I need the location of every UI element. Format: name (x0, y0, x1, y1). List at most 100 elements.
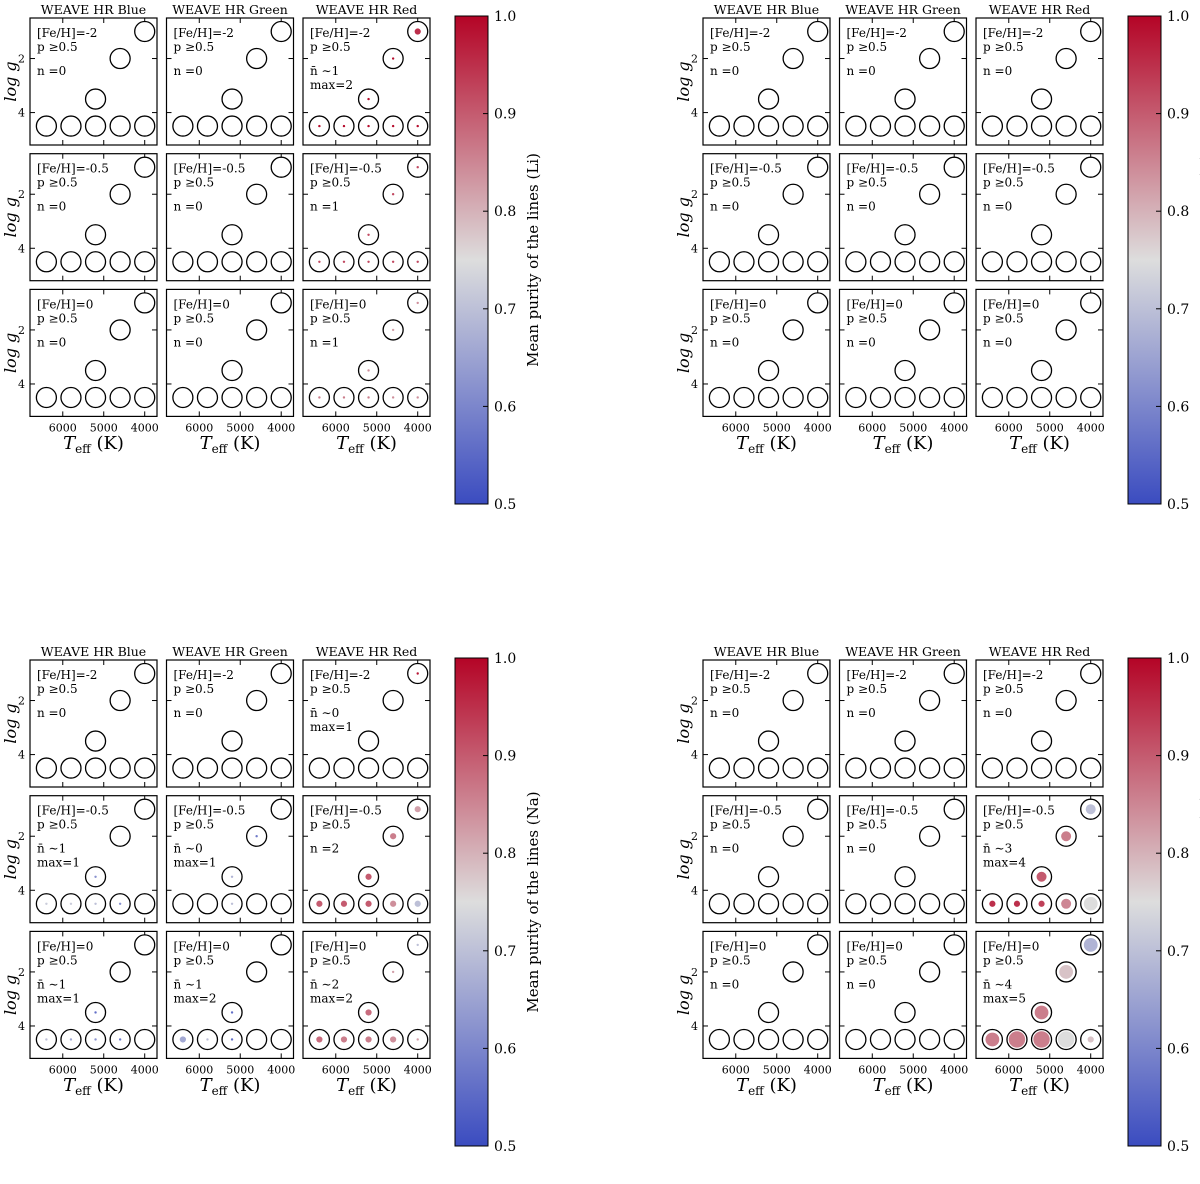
purity-dot (1061, 898, 1072, 909)
panel: [Fe/H]=-2p ≥0.5 n =0 (975, 659, 1104, 788)
panel: [Fe/H]=-2p ≥0.5 n =0 (975, 17, 1104, 146)
x-tick-label: 4000 (131, 421, 159, 434)
stellar-grid-marker (1006, 386, 1028, 409)
stellar-grid-marker (333, 757, 355, 779)
x-tick-label: 4000 (267, 1063, 295, 1076)
colorbar-label: Mean purity of the lines (Al) (1197, 795, 1200, 1010)
y-axis-label: log g (1, 61, 20, 101)
x-axis-label: Teff (K) (873, 433, 934, 456)
line-count-label: n =2 (310, 842, 339, 856)
line-count-label: n =0 (37, 706, 66, 720)
metallicity-label: [Fe/H]=-2 (847, 668, 907, 682)
stellar-grid-marker (134, 156, 156, 178)
colorbar-tick-label: 1.0 (494, 9, 516, 25)
x-tick-label: 4000 (404, 1063, 432, 1076)
stellar-grid-marker (869, 893, 892, 915)
purity-threshold-label: p ≥0.5 (37, 818, 78, 832)
metallicity-label: [Fe/H]=0 (174, 939, 230, 953)
colorbar-tick-label: 0.6 (494, 1041, 516, 1057)
stellar-grid-marker (1055, 319, 1077, 341)
colorbar: 0.5 0.6 0.7 0.8 0.9 1.0 Mean purity of the lin… (454, 9, 542, 513)
y-tick-label: 2 (691, 324, 698, 337)
x-tick-label: 5000 (90, 421, 118, 434)
line-count-label: n =0 (847, 335, 876, 349)
colorbar-label: Mean purity of the lines (Na) (524, 791, 542, 1012)
chart-n: WEAVE HR Blue WEAVE HR Green WEAVE HR Red l… (674, 2, 1200, 513)
stellar-grid-marker (270, 934, 292, 956)
stellar-grid-marker (782, 1028, 804, 1051)
purity-threshold-label: p ≥0.5 (310, 311, 351, 325)
stellar-grid-marker (109, 825, 131, 847)
stellar-grid-marker (35, 251, 58, 273)
metallicity-label: [Fe/H]=0 (37, 939, 93, 953)
column-title: WEAVE HR Blue (41, 2, 146, 17)
metallicity-label: [Fe/H]=0 (174, 297, 230, 311)
line-count-label: n =0 (983, 706, 1012, 720)
stellar-grid-marker (134, 662, 156, 685)
purity-dot (230, 1011, 234, 1014)
max-count-label: max=2 (174, 991, 217, 1005)
chart-al: WEAVE HR Blue WEAVE HR Green WEAVE HR Red l… (674, 644, 1200, 1155)
stellar-grid-marker (35, 115, 58, 137)
stellar-grid-marker (60, 251, 82, 273)
max-count-label: max=1 (37, 856, 80, 870)
purity-threshold-label: p ≥0.5 (983, 818, 1024, 832)
y-tick-label: 4 (691, 378, 698, 391)
stellar-grid-marker (757, 88, 780, 110)
purity-dot (365, 873, 372, 880)
metallicity-label: [Fe/H]=-2 (310, 26, 370, 40)
purity-threshold-label: p ≥0.5 (710, 176, 751, 190)
colorbar-gradient (454, 657, 489, 1147)
stellar-grid-marker (733, 757, 755, 779)
stellar-grid-marker (782, 825, 804, 847)
stellar-grid-marker (894, 730, 916, 752)
stellar-grid-marker (708, 251, 731, 273)
colorbar-label: Mean purity of the lines (N) (1197, 154, 1200, 366)
stellar-grid-marker (807, 156, 829, 178)
panel-frame (702, 930, 831, 1060)
stellar-grid-marker (918, 251, 941, 273)
stellar-grid-marker (894, 1001, 916, 1024)
line-count-label: n =0 (847, 200, 876, 214)
y-tick-label: 2 (18, 324, 25, 337)
x-tick-label: 6000 (322, 1063, 350, 1076)
stellar-grid-marker (60, 115, 82, 137)
colorbar-tick-label: 0.7 (494, 302, 516, 318)
panel: 6000 5000 4000 [Fe/H]=0p ≥0.5 n =0 (838, 288, 968, 434)
stellar-grid-marker (918, 183, 941, 205)
purity-dot (416, 301, 419, 305)
stellar-grid-marker (245, 47, 268, 70)
stellar-grid-marker (84, 359, 107, 382)
metallicity-label: [Fe/H]=0 (847, 297, 903, 311)
stellar-grid-marker (943, 251, 965, 273)
panel-frame (975, 17, 1104, 146)
stellar-grid-marker (845, 251, 867, 273)
max-count-label: max=4 (983, 856, 1026, 870)
stellar-grid-marker (1006, 115, 1028, 137)
purity-dot (416, 1038, 419, 1041)
y-tick-label: 2 (691, 695, 698, 708)
purity-dot (416, 943, 419, 947)
stellar-grid-marker (1080, 386, 1102, 409)
stellar-grid-marker (1055, 386, 1077, 409)
purity-dot (1061, 831, 1072, 842)
panel: [Fe/H]=-0.5p ≥0.5 n =0 (165, 153, 295, 282)
y-tick-label: 2 (18, 53, 25, 66)
line-count-label: n =0 (174, 64, 203, 78)
stellar-grid-marker (196, 893, 219, 915)
panel-frame (302, 659, 431, 788)
stellar-grid-marker (845, 386, 867, 409)
stellar-grid-marker (245, 961, 268, 983)
panel: 2 4 6000 5000 4000 [Fe/H]=0p ≥0.5 n =0 (691, 288, 832, 434)
panel: 2 4 [Fe/H]=-2p ≥0.5 n =0 (691, 17, 831, 146)
y-tick-label: 4 (18, 1020, 25, 1033)
purity-dot (230, 1038, 234, 1041)
y-axis-label: log g (1, 703, 20, 743)
metallicity-label: [Fe/H]=-2 (710, 668, 770, 682)
purity-threshold-label: p ≥0.5 (847, 953, 888, 967)
panel: 6000 5000 4000 [Fe/H]=0p ≥0.5 n =0 (165, 288, 295, 434)
stellar-grid-marker (894, 1028, 916, 1051)
stellar-grid-marker (196, 251, 219, 273)
stellar-grid-marker (1006, 757, 1028, 779)
